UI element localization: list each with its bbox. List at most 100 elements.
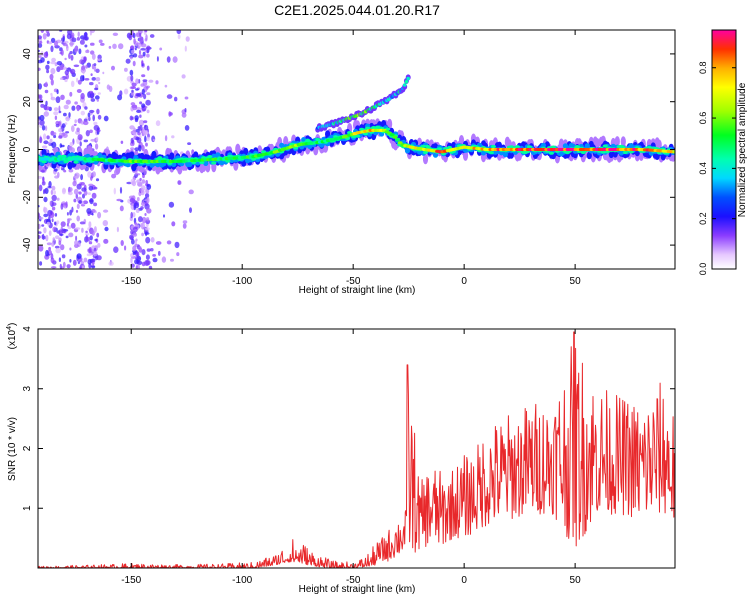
heatmap-noise-cell — [135, 128, 140, 133]
heatmap-noise-cell — [146, 53, 150, 58]
heatmap-noise-cell — [164, 135, 168, 142]
heatmap-ridge-cell — [620, 136, 626, 148]
heatmap-noise-cell — [93, 186, 98, 190]
heatmap-ridge-cell — [199, 161, 205, 165]
heatmap-noise-cell — [152, 254, 157, 257]
heatmap-noise-cell — [94, 95, 100, 100]
heatmap-noise-cell — [43, 111, 49, 117]
heatmap-noise-cell — [93, 226, 97, 233]
heatmap-noise-cell — [96, 99, 100, 102]
heatmap-noise-cell — [54, 40, 58, 47]
heatmap-noise-cell — [70, 80, 75, 88]
heatmap-noise-cell — [85, 65, 88, 69]
heatmap-noise-cell — [41, 145, 48, 149]
heatmap-noise-cell — [138, 49, 142, 56]
heatmap-noise-cell — [188, 189, 194, 195]
heatmap-noise-cell — [145, 142, 148, 147]
heatmap-noise-cell — [59, 233, 64, 236]
heatmap-noise-cell — [62, 35, 65, 42]
heatmap-noise-cell — [55, 247, 61, 254]
heatmap-noise-cell — [48, 181, 52, 188]
heatmap-noise-cell — [67, 145, 72, 149]
heatmap-noise-cell — [90, 42, 95, 46]
heatmap-noise-cell — [89, 109, 95, 113]
heatmap-noise-cell — [40, 103, 45, 108]
heatmap-ridge-cell — [446, 145, 453, 150]
heatmap-noise-cell — [151, 135, 156, 143]
heatmap-noise-cell — [144, 260, 150, 266]
heatmap-noise-cell — [54, 115, 58, 121]
heatmap-noise-cell — [63, 40, 69, 44]
heatmap-noise-cell — [79, 141, 82, 147]
heatmap-noise-cell — [51, 206, 56, 211]
heatmap-noise-cell — [87, 171, 92, 178]
heatmap-noise-cell — [69, 42, 75, 46]
heatmap-noise-cell — [58, 135, 63, 139]
heatmap-ridge-cell — [301, 137, 307, 143]
heatmap-noise-cell — [68, 147, 73, 151]
heatmap-noise-cell — [43, 213, 49, 218]
heatmap-noise-cell — [49, 73, 54, 81]
heatmap-noise-cell — [91, 77, 97, 81]
heatmap-noise-cell — [76, 215, 80, 222]
heatmap-noise-cell — [71, 125, 75, 132]
heatmap-noise-cell — [38, 235, 41, 239]
heatmap-noise-cell — [103, 209, 109, 213]
heatmap-noise-cell — [61, 187, 66, 195]
heatmap-noise-cell — [184, 45, 187, 52]
heatmap-noise-cell — [152, 257, 158, 263]
heatmap-noise-cell — [82, 64, 85, 71]
heatmap-noise-cell — [46, 69, 50, 74]
heatmap-noise-cell — [132, 60, 136, 67]
spectrogram-y-ticks: -40 -20 0 20 40 — [22, 48, 675, 252]
heatmap-branch-core — [402, 83, 407, 87]
heatmap-noise-cell — [146, 183, 152, 190]
heatmap-noise-cell — [136, 197, 140, 202]
heatmap-noise-cell — [74, 119, 77, 124]
heatmap-noise-cell — [132, 104, 138, 111]
heatmap-noise-cell — [50, 266, 57, 269]
heatmap-noise-cell — [83, 120, 89, 126]
heatmap-noise-cell — [46, 221, 51, 226]
heatmap-noise-cell — [118, 43, 124, 50]
heatmap-noise-cell — [108, 45, 112, 49]
heatmap-noise-cell — [168, 201, 175, 208]
snr-panel: -150 -100 -50 0 50 1 2 3 4 Height of straight l… — [6, 323, 676, 595]
heatmap-noise-cell — [71, 105, 76, 111]
heatmap-noise-cell — [145, 254, 150, 260]
heatmap-noise-cell — [67, 30, 73, 36]
heatmap-noise-cell — [40, 30, 44, 33]
heatmap-noise-cell — [140, 48, 146, 51]
heatmap-noise-cell — [51, 57, 56, 63]
heatmap-noise-cell — [64, 79, 68, 83]
heatmap-noise-cell — [39, 261, 43, 266]
heatmap-noise-cell — [41, 125, 46, 131]
heatmap-noise-cell — [135, 251, 140, 258]
heatmap-noise-cell — [67, 191, 73, 196]
heatmap-noise-cell — [65, 201, 68, 208]
heatmap-noise-cell — [91, 230, 95, 236]
heatmap-noise-cell — [132, 32, 136, 39]
heatmap-noise-cell — [62, 43, 68, 47]
heatmap-noise-cell — [96, 127, 100, 130]
spectrogram-heatmap — [38, 30, 675, 269]
snr-y-label: SNR (10 * v/v) — [7, 417, 18, 481]
heatmap-noise-cell — [56, 61, 63, 66]
heatmap-noise-cell — [76, 89, 82, 93]
heatmap-noise-cell — [132, 245, 137, 252]
heatmap-noise-cell — [141, 60, 144, 65]
heatmap-noise-cell — [141, 145, 145, 152]
heatmap-noise-cell — [39, 114, 45, 121]
heatmap-ridge-cell — [614, 136, 620, 147]
heatmap-noise-cell — [141, 88, 145, 95]
heatmap-noise-cell — [52, 237, 56, 242]
heatmap-noise-cell — [144, 227, 150, 231]
heatmap-noise-cell — [166, 94, 173, 99]
heatmap-noise-cell — [91, 209, 96, 213]
heatmap-noise-cell — [148, 265, 153, 269]
heatmap-noise-cell — [80, 174, 83, 181]
heatmap-noise-cell — [93, 121, 98, 126]
heatmap-noise-cell — [131, 180, 137, 187]
heatmap-noise-cell — [141, 201, 145, 206]
